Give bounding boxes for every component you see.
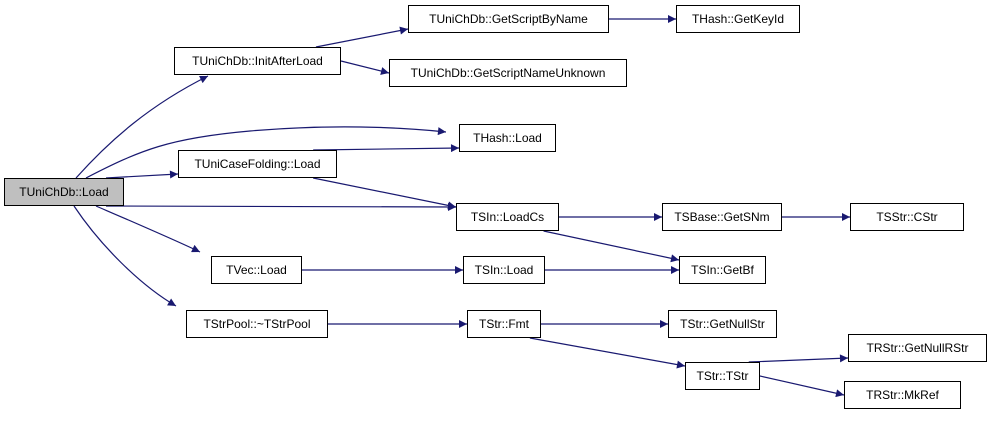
edge-initafterload-to-getscriptnameunknown: [340, 60, 390, 75]
node-label: TRStr::GetNullRStr: [866, 341, 969, 355]
edge-casefoldingload-to-loadcs: [313, 177, 457, 210]
node-initafterload[interactable]: TUniChDb::InitAfterLoad: [174, 47, 341, 75]
node-label: TStrPool::~TStrPool: [203, 317, 311, 331]
node-label: TStr::Fmt: [479, 317, 529, 331]
edge-tstr-to-mkref: [759, 375, 845, 398]
node-label: THash::GetKeyId: [691, 12, 785, 26]
node-getscriptnameunknown[interactable]: TUniChDb::GetScriptNameUnknown: [389, 59, 627, 87]
edge-casefoldingload-to-hashload: [313, 144, 460, 153]
edge-root-to-strpool: [73, 205, 177, 307]
node-label: TStr::TStr: [696, 369, 749, 383]
edge-root-to-initafterload: [75, 75, 209, 179]
node-label: TSIn::GetBf: [691, 263, 754, 277]
node-label: TSStr::CStr: [876, 210, 938, 224]
node-label: TSIn::LoadCs: [470, 210, 545, 224]
node-label: THash::Load: [473, 131, 542, 145]
edge-tstr-to-getnullrstr: [748, 354, 849, 363]
node-root: TUniChDb::Load: [4, 178, 124, 206]
node-getnullstr[interactable]: TStr::GetNullStr: [668, 310, 777, 338]
node-fmt[interactable]: TStr::Fmt: [467, 310, 541, 338]
node-label: TUniChDb::GetScriptNameUnknown: [410, 66, 606, 80]
edge-initafterload-to-getscriptbyname: [315, 26, 409, 48]
node-getscriptbyname[interactable]: TUniChDb::GetScriptByName: [408, 5, 609, 33]
edge-root-to-loadcs: [105, 202, 457, 211]
edge-root-to-vecload: [95, 205, 201, 253]
node-label: TUniChDb::GetScriptByName: [429, 12, 588, 26]
node-tstr[interactable]: TStr::TStr: [685, 362, 760, 390]
node-mkref[interactable]: TRStr::MkRef: [844, 381, 961, 409]
node-label: TSBase::GetSNm: [674, 210, 770, 224]
node-strpool[interactable]: TStrPool::~TStrPool: [186, 310, 328, 338]
node-sinload[interactable]: TSIn::Load: [463, 256, 545, 284]
edge-root-to-hashload: [85, 126, 447, 179]
node-casefoldingload[interactable]: TUniCaseFolding::Load: [178, 150, 337, 178]
node-getsnm[interactable]: TSBase::GetSNm: [662, 203, 782, 231]
node-label: TUniCaseFolding::Load: [194, 157, 321, 171]
node-cstr[interactable]: TSStr::CStr: [850, 203, 964, 231]
node-getkeyid[interactable]: THash::GetKeyId: [676, 5, 800, 33]
node-label: TVec::Load: [226, 263, 287, 277]
node-label: TStr::GetNullStr: [680, 317, 765, 331]
node-loadcs[interactable]: TSIn::LoadCs: [456, 203, 559, 231]
edge-fmt-to-tstr: [529, 337, 686, 369]
node-label: TRStr::MkRef: [866, 388, 939, 402]
node-getbf[interactable]: TSIn::GetBf: [679, 256, 766, 284]
node-label: TUniChDb::InitAfterLoad: [192, 54, 323, 68]
node-vecload[interactable]: TVec::Load: [211, 256, 302, 284]
node-label: TUniChDb::Load: [19, 185, 109, 199]
node-hashload[interactable]: THash::Load: [459, 124, 556, 152]
node-getnullrstr[interactable]: TRStr::GetNullRStr: [848, 334, 987, 362]
edge-loadcs-to-getbf: [543, 230, 680, 263]
edge-root-to-casefoldingload: [105, 170, 179, 179]
node-label: TSIn::Load: [474, 263, 534, 277]
